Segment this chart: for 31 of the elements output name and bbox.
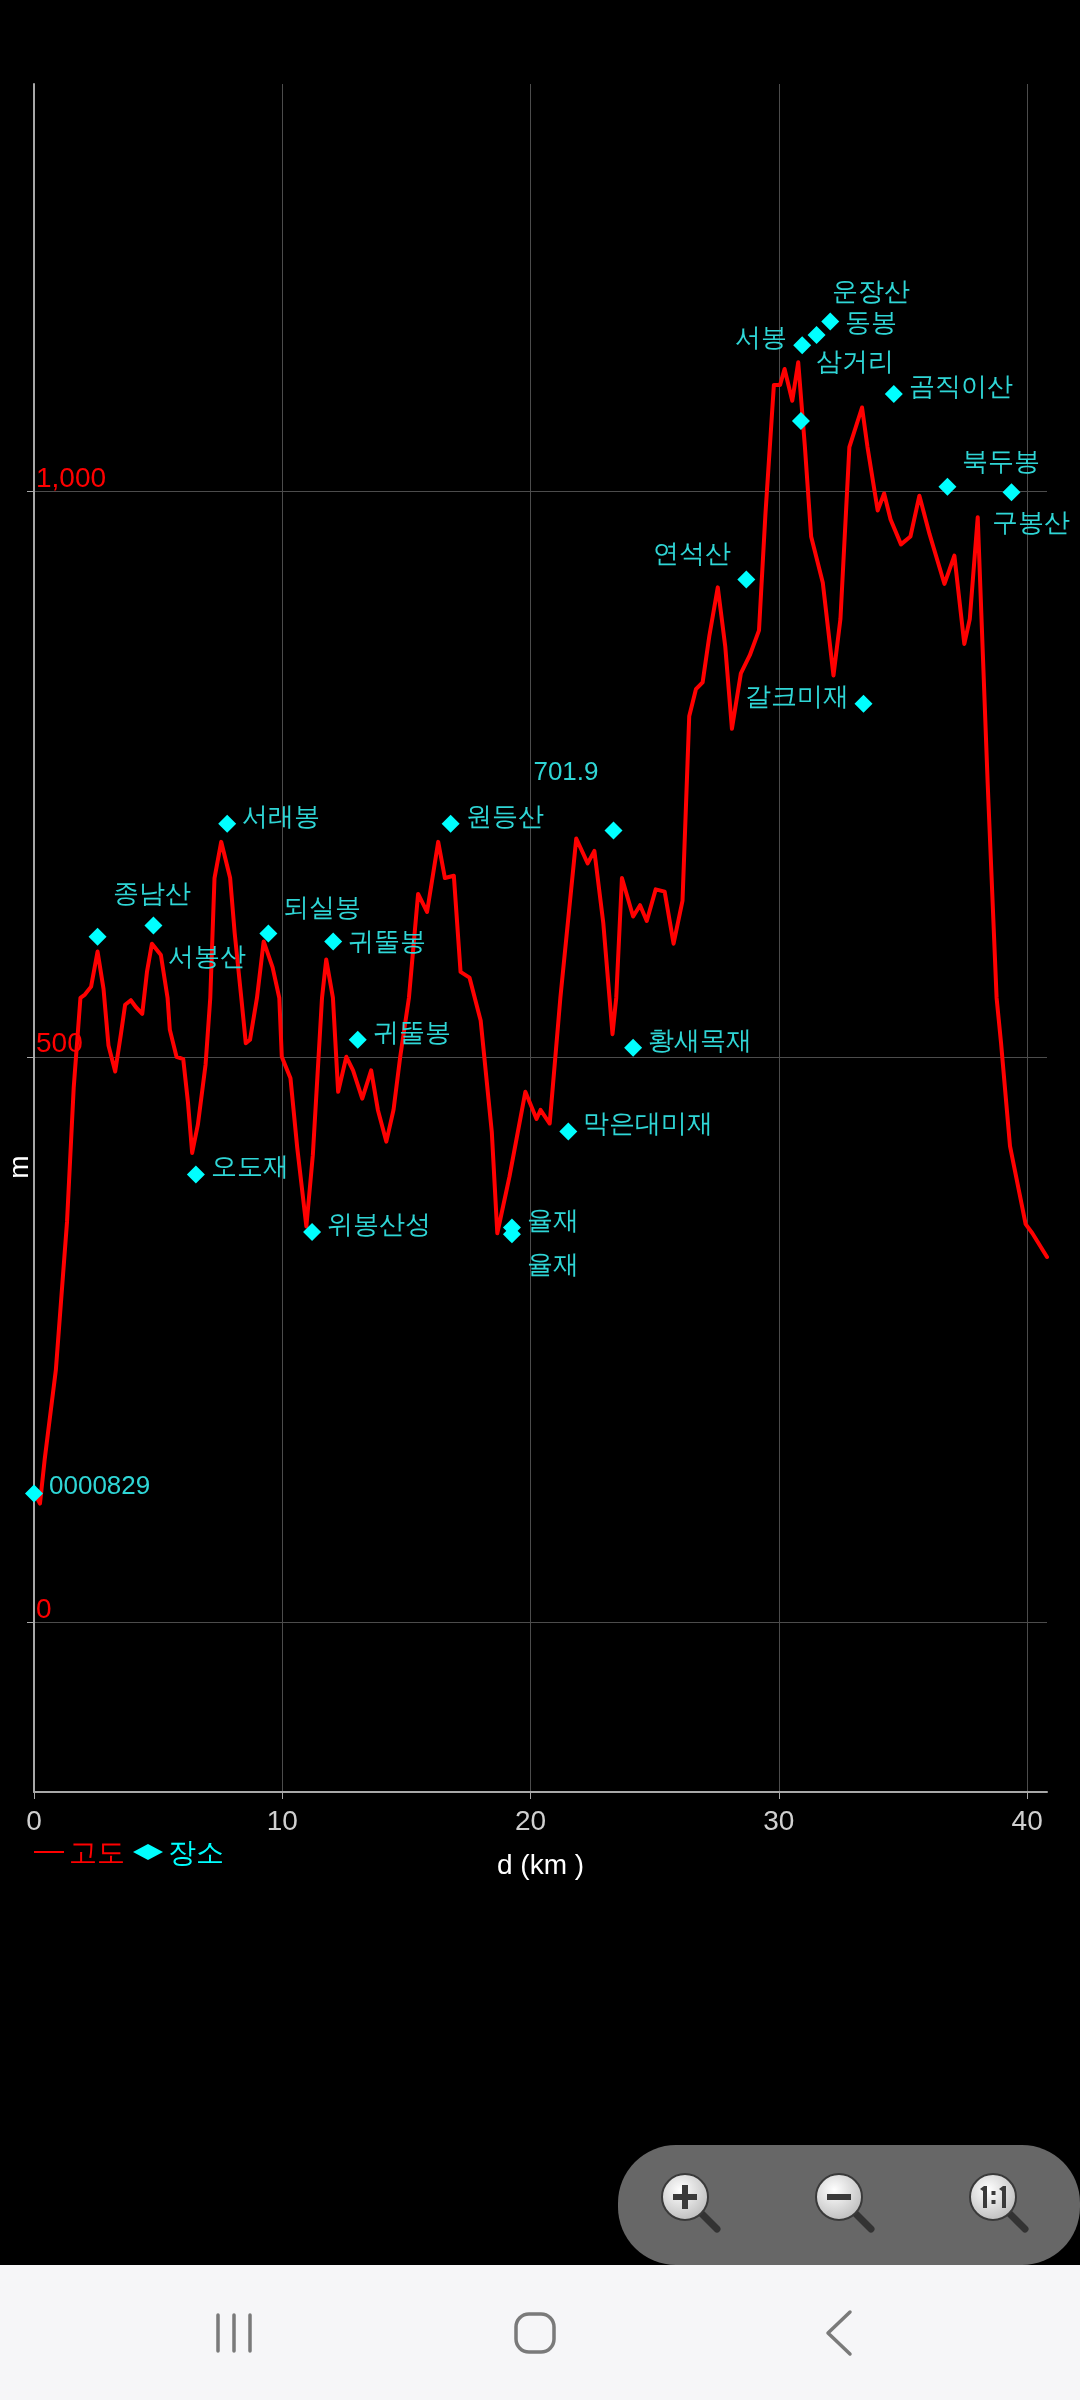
annotation: 막은대미재 bbox=[583, 1108, 714, 1139]
annotation: 701.9 bbox=[533, 755, 599, 786]
x-tick-label: 40 bbox=[1011, 1804, 1043, 1836]
annotation: 구봉산 bbox=[992, 507, 1070, 538]
legend-label: 고도 bbox=[69, 1836, 125, 1868]
annotation: 율재 bbox=[526, 1204, 579, 1235]
annotation: 연석산 bbox=[653, 538, 732, 569]
annotation: 서래봉 bbox=[242, 800, 321, 831]
x-tick-label: 10 bbox=[266, 1804, 298, 1836]
y-tick-label: 0 bbox=[36, 1592, 52, 1624]
annotation: 위봉산성 bbox=[327, 1209, 432, 1240]
annotation: 북두봉 bbox=[962, 445, 1041, 476]
y-axis-title: m bbox=[2, 1155, 34, 1179]
annotation: 동봉 bbox=[845, 306, 898, 337]
annotation: 0000829 bbox=[49, 1470, 151, 1501]
annotation: 되실봉 bbox=[283, 892, 362, 923]
annotation: 율재 bbox=[526, 1249, 579, 1280]
y-tick-label: 1,000 bbox=[36, 461, 107, 493]
annotation: 서봉 bbox=[735, 322, 788, 353]
x-axis-title: d (km ) bbox=[496, 1848, 585, 1880]
annotation: 종남산 bbox=[112, 877, 191, 908]
annotation: 삼거리 bbox=[815, 346, 894, 377]
legend-label: 장소 bbox=[168, 1836, 224, 1868]
annotation: 운장산 bbox=[831, 276, 910, 307]
annotation: 곰직이산 bbox=[908, 370, 1013, 401]
x-tick-label: 20 bbox=[514, 1804, 547, 1836]
annotation: 원등산 bbox=[465, 800, 544, 831]
annotation: 황새목재 bbox=[648, 1024, 753, 1055]
annotation: 갈크미재 bbox=[744, 680, 849, 711]
x-tick-label: 30 bbox=[763, 1804, 795, 1836]
annotation: 오도재 bbox=[210, 1151, 289, 1182]
